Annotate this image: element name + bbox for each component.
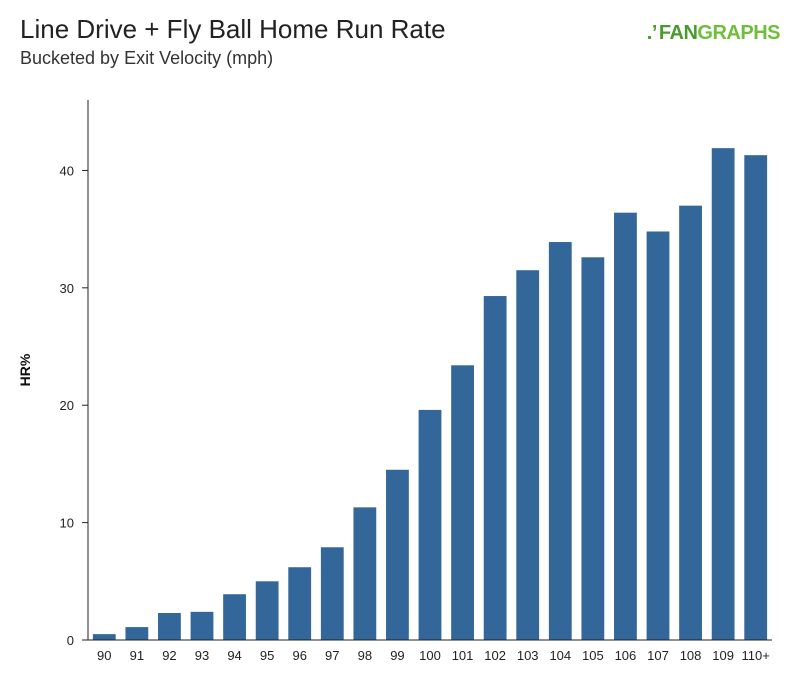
bars-group	[92, 148, 768, 641]
x-tick-label: 101	[452, 648, 474, 663]
bar-91	[125, 627, 149, 640]
bar-92	[158, 613, 181, 640]
y-tick-label: 20	[60, 398, 74, 413]
y-axis-ticks: 0 10 20 30 40	[60, 163, 88, 648]
x-tick-label: 107	[647, 648, 669, 663]
bar-109	[711, 148, 735, 640]
bar-110+	[744, 155, 768, 641]
bar-105	[581, 257, 605, 640]
bar-103	[516, 270, 540, 640]
x-tick-label: 102	[484, 648, 506, 663]
x-tick-label: 93	[195, 648, 209, 663]
y-axis-label: HR%	[17, 353, 33, 386]
bar-99	[386, 469, 409, 640]
x-tick-label: 108	[680, 648, 702, 663]
x-tick-label: 100	[419, 648, 441, 663]
x-tick-label: 91	[130, 648, 144, 663]
bar-93	[190, 611, 214, 640]
bar-101	[451, 365, 474, 640]
bar-108	[679, 205, 702, 640]
bar-107	[646, 231, 670, 641]
bar-104	[548, 242, 572, 641]
x-tick-label: 105	[582, 648, 604, 663]
y-tick-label: 30	[60, 281, 74, 296]
bar-90	[92, 634, 116, 640]
y-tick-label: 10	[60, 516, 74, 531]
logo-mark-icon: .’	[646, 21, 658, 44]
x-tick-label: 104	[549, 648, 571, 663]
bar-98	[353, 507, 377, 640]
x-tick-label: 94	[227, 648, 241, 663]
x-tick-label: 110+	[742, 648, 770, 663]
x-tick-label: 103	[517, 648, 539, 663]
logo-text-graphs: GRAPHS	[697, 21, 780, 44]
x-tick-label: 99	[390, 648, 404, 663]
y-tick-label: 40	[60, 163, 74, 178]
chart-title: Line Drive + Fly Ball Home Run Rate	[20, 14, 446, 44]
bar-97	[320, 547, 344, 640]
bar-94	[223, 594, 246, 640]
x-tick-label: 90	[97, 648, 111, 663]
x-tick-label: 92	[162, 648, 176, 663]
x-tick-label: 98	[358, 648, 372, 663]
x-tick-label: 95	[260, 648, 274, 663]
x-tick-label: 97	[325, 648, 339, 663]
bar-100	[418, 409, 442, 640]
bar-96	[288, 567, 312, 640]
chart-subtitle: Bucketed by Exit Velocity (mph)	[20, 48, 274, 68]
x-tick-label: 96	[292, 648, 306, 663]
bar-106	[614, 212, 637, 640]
x-tick-label: 106	[615, 648, 637, 663]
fangraphs-logo: .’ FAN GRAPHS	[646, 20, 781, 46]
x-axis-tick-labels: 90 91 92 93 94 95 96 97 98 99 100 101 102 103 104 105 10…	[97, 648, 770, 663]
bar-95	[255, 581, 279, 640]
logo-text-fan: FAN	[658, 21, 698, 44]
y-tick-label: 0	[67, 633, 74, 648]
x-tick-label: 109	[712, 648, 734, 663]
bar-102	[483, 296, 507, 640]
